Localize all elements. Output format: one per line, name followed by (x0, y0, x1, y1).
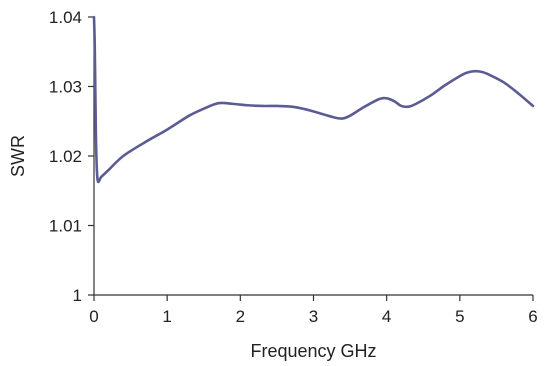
x-tick-label: 5 (455, 307, 464, 326)
chart-ticks: 0 1 2 3 4 5 611.011.021.031.04 (49, 8, 538, 326)
x-tick-label: 3 (309, 307, 318, 326)
y-tick-label: 1.02 (49, 147, 82, 166)
y-tick-label: 1 (73, 286, 82, 305)
x-tick-label: 6 (528, 307, 537, 326)
y-tick-label: 1.01 (49, 217, 82, 236)
y-axis-title: SWR (8, 135, 28, 177)
x-tick-label: 2 (236, 307, 245, 326)
x-tick-label: 1 (162, 307, 171, 326)
chart-series (92, 15, 535, 184)
y-tick-label: 1.04 (49, 8, 82, 27)
x-tick-label: 0 (89, 307, 98, 326)
x-tick-label: 4 (382, 307, 391, 326)
swr-series-line (92, 15, 535, 184)
y-tick-label: 1.03 (49, 78, 82, 97)
chart-axes (93, 17, 533, 296)
x-axis-title: Frequency GHz (250, 341, 376, 361)
